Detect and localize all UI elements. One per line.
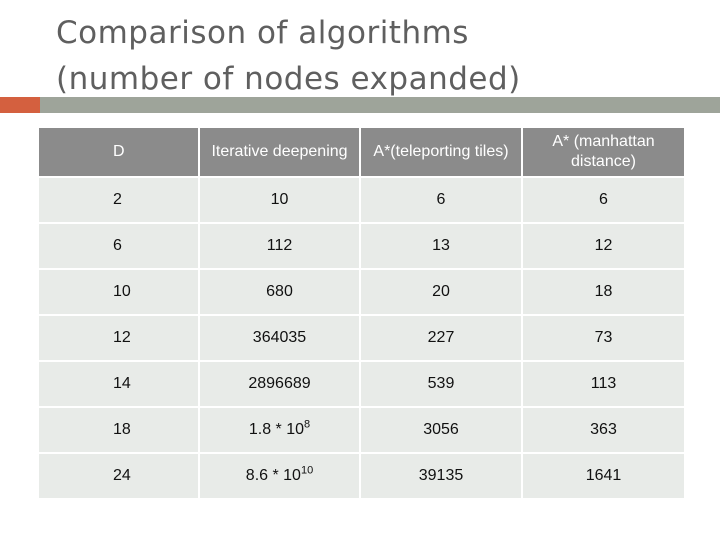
cell-iterative-deepening: 112 (198, 222, 361, 270)
cell-iterative-deepening: 1.8 * 108 (198, 406, 361, 454)
header-astar-manhattan: A* (manhattan distance) (521, 126, 686, 178)
cell-astar-teleporting: 13 (359, 222, 523, 270)
table-row: 14 2896689 539 113 (37, 360, 686, 408)
cell-astar-manhattan: 12 (521, 222, 686, 270)
table-row: 10 680 20 18 (37, 268, 686, 316)
cell-exponent: 8 (304, 418, 311, 431)
table-header-row: D Iterative deepening A*(teleporting til… (37, 126, 686, 178)
cell-depth: 12 (37, 314, 200, 362)
cell-astar-teleporting: 539 (359, 360, 523, 408)
cell-astar-manhattan: 18 (521, 268, 686, 316)
slide-title: Comparison of algorithms (number of node… (56, 10, 676, 102)
cell-depth: 2 (37, 176, 200, 224)
cell-astar-manhattan: 363 (521, 406, 686, 454)
cell-mantissa: 1.8 * 10 (248, 421, 305, 438)
table-row: 12 364035 227 73 (37, 314, 686, 362)
cell-iterative-deepening: 680 (198, 268, 361, 316)
table-row: 18 1.8 * 108 3056 363 (37, 406, 686, 454)
cell-depth: 18 (37, 406, 200, 454)
header-depth: D (37, 126, 200, 178)
header-astar-teleporting: A*(teleporting tiles) (359, 126, 523, 178)
comparison-table: D Iterative deepening A*(teleporting til… (37, 126, 686, 500)
title-line-2: (number of nodes expanded) (56, 61, 521, 97)
cell-mantissa: 8.6 * 10 (245, 467, 301, 484)
header-iterative-deepening: Iterative deepening (198, 126, 361, 178)
cell-depth: 24 (37, 452, 200, 500)
cell-astar-teleporting: 227 (359, 314, 523, 362)
cell-astar-teleporting: 20 (359, 268, 523, 316)
cell-exponent: 10 (300, 464, 314, 477)
title-accent-bar (0, 97, 40, 113)
cell-astar-manhattan: 113 (521, 360, 686, 408)
cell-astar-manhattan: 6 (521, 176, 686, 224)
title-line-1: Comparison of algorithms (56, 15, 469, 51)
cell-iterative-deepening: 2896689 (198, 360, 361, 408)
cell-astar-manhattan: 73 (521, 314, 686, 362)
cell-astar-manhattan: 1641 (521, 452, 686, 500)
cell-astar-teleporting: 39135 (359, 452, 523, 500)
table-row: 2 10 6 6 (37, 176, 686, 224)
cell-depth: 6 (37, 222, 200, 270)
table-row: 24 8.6 * 1010 39135 1641 (37, 452, 686, 500)
cell-iterative-deepening: 8.6 * 1010 (198, 452, 361, 500)
title-divider-bar (40, 97, 720, 113)
table-row: 6 112 13 12 (37, 222, 686, 270)
cell-iterative-deepening: 364035 (198, 314, 361, 362)
cell-depth: 10 (37, 268, 200, 316)
cell-astar-teleporting: 6 (359, 176, 523, 224)
cell-astar-teleporting: 3056 (359, 406, 523, 454)
cell-iterative-deepening: 10 (198, 176, 361, 224)
cell-depth: 14 (37, 360, 200, 408)
